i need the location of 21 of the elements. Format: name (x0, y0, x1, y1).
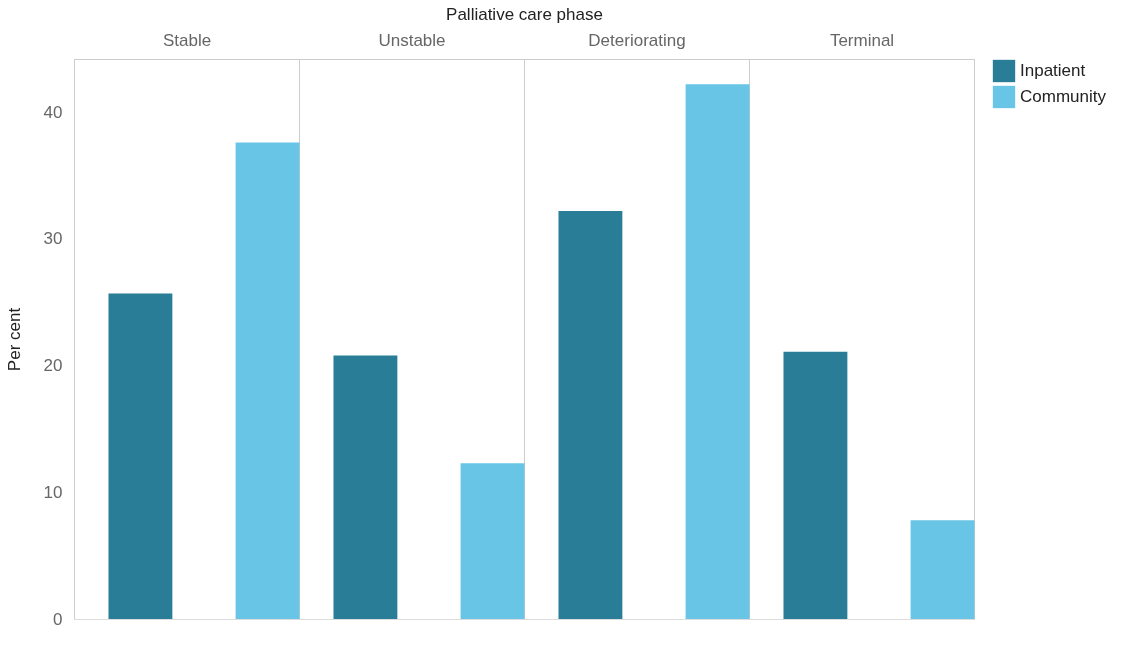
y-tick-label: 20 (43, 356, 63, 376)
bar (235, 142, 300, 619)
legend-label: Community (1020, 87, 1107, 106)
x-axis-title: Palliative care phase (446, 4, 603, 24)
y-tick-label: 40 (43, 102, 63, 122)
y-axis-title: Per cent (4, 307, 24, 372)
bar (460, 463, 525, 619)
y-tick-label: 30 (43, 229, 63, 249)
bar (333, 355, 398, 619)
bar (783, 351, 848, 619)
bar (108, 293, 173, 619)
x-tick-label: Unstable (378, 30, 446, 50)
x-tick-label: Stable (162, 30, 212, 50)
x-tick-label: Terminal (829, 30, 895, 50)
y-tick-label: 10 (43, 482, 63, 502)
x-tick-label: Deteriorating (588, 30, 686, 50)
legend-label: Inpatient (1020, 61, 1086, 80)
bar (685, 84, 750, 619)
bar (558, 211, 623, 619)
bar (910, 520, 975, 619)
y-tick-label: 0 (53, 609, 63, 629)
